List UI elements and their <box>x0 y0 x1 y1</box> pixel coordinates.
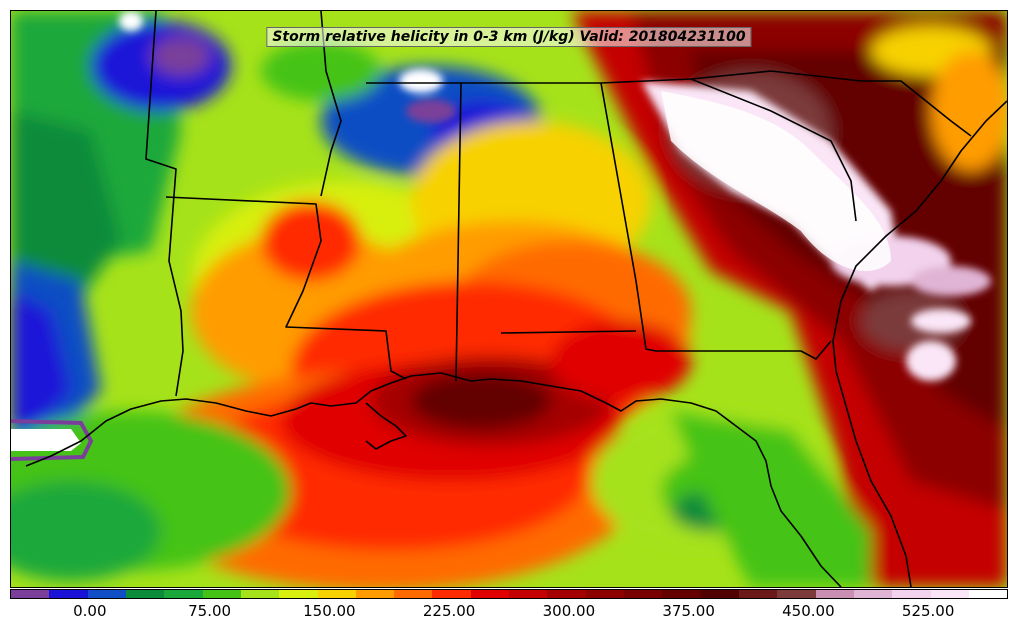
helicity-field-map <box>11 11 1007 587</box>
colorbar-swatch <box>777 590 816 598</box>
map-title: Storm relative helicity in 0-3 km (J/kg)… <box>266 27 752 47</box>
colorbar-swatch <box>49 590 88 598</box>
colorbar-swatch <box>11 590 50 598</box>
colorbar-swatch <box>87 590 126 598</box>
colorbar-swatch <box>738 590 778 598</box>
colorbar-swatch <box>547 590 586 598</box>
colorbar-swatch <box>662 590 701 598</box>
colorbar-swatch <box>317 590 356 598</box>
colorbar-swatch <box>202 590 241 598</box>
colorbar-swatch <box>355 590 395 598</box>
colorbar-swatch <box>968 590 1008 598</box>
colorbar-swatch <box>509 590 548 598</box>
colorbar-swatch <box>240 590 280 598</box>
colorbar-tick-label: 225.00 <box>422 602 476 620</box>
colorbar-tick-label: 0.00 <box>73 602 107 620</box>
colorbar-tick-label: 75.00 <box>188 602 232 620</box>
colorbar-tick-label: 150.00 <box>303 602 356 620</box>
colorbar-tick-label: 375.00 <box>662 602 715 620</box>
colorbar-swatch <box>853 590 893 598</box>
colorbar-swatch <box>930 590 969 598</box>
colorbar-swatch <box>892 590 931 598</box>
colorbar-swatch <box>432 590 471 598</box>
colorbar-swatch <box>700 590 739 598</box>
colorbar-swatch <box>394 590 433 598</box>
colorbar-swatch <box>624 590 663 598</box>
colorbar-swatch <box>125 590 165 598</box>
map-panel: Storm relative helicity in 0-3 km (J/kg)… <box>10 10 1008 588</box>
colorbar-swatch <box>164 590 203 598</box>
colorbar-tick-label: 450.00 <box>782 602 835 620</box>
colorbar-swatch <box>585 590 624 598</box>
colorbar-swatch <box>279 590 318 598</box>
colorbar-tick-label: 525.00 <box>901 602 955 620</box>
colorbar-swatch <box>815 590 854 598</box>
colorbar <box>10 589 1008 599</box>
colorbar-ticks: 0.00 75.00 150.00 225.00 300.00 375.00 450.00 5… <box>10 600 1008 630</box>
colorbar-swatch <box>470 590 510 598</box>
colorbar-tick-label: 300.00 <box>542 602 596 620</box>
